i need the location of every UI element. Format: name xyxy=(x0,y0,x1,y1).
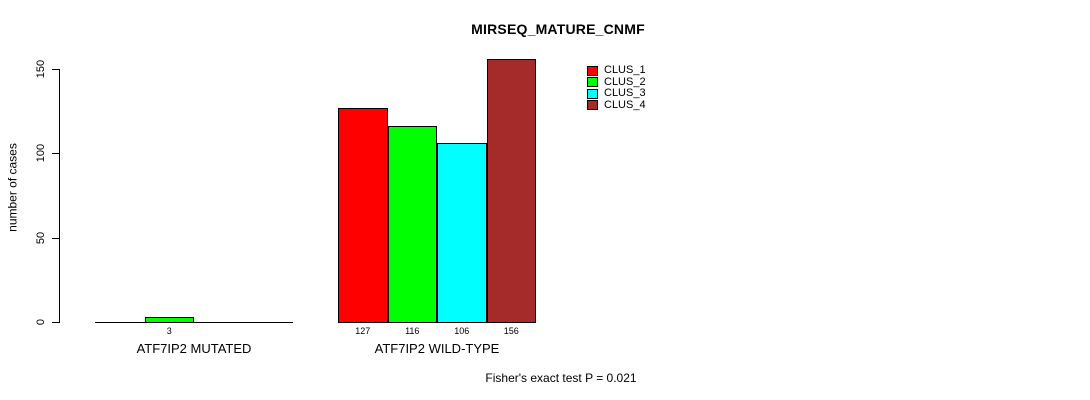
legend-label: CLUS_2 xyxy=(604,75,646,88)
legend-label: CLUS_4 xyxy=(604,98,646,111)
legend-item: CLUS_4 xyxy=(587,98,646,112)
y-axis-tick-label: 50 xyxy=(35,231,47,244)
y-axis-tick xyxy=(52,322,59,323)
y-axis-tick xyxy=(52,153,59,155)
bar-value-label: 156 xyxy=(503,326,519,336)
legend-swatch xyxy=(587,65,598,76)
legend-label: CLUS_1 xyxy=(604,64,646,77)
bar-CLUS_2 xyxy=(144,316,194,323)
legend-item: CLUS_1 xyxy=(587,65,646,77)
y-axis-line xyxy=(59,69,60,323)
group-label: ATF7IP2 MUTATED xyxy=(136,341,252,356)
bar-CLUS_3 xyxy=(437,143,487,323)
stat-test-annotation: Fisher's exact test P = 0.021 xyxy=(485,371,637,385)
bar-value-label: 3 xyxy=(166,326,172,336)
bar-CLUS_1 xyxy=(338,107,388,323)
legend-swatch xyxy=(587,77,598,88)
bar-value-label: 127 xyxy=(355,326,371,336)
chart-title: MIRSEQ_MATURE_CNMF xyxy=(471,21,645,37)
legend-item: CLUS_2 xyxy=(587,75,646,89)
legend-item: CLUS_3 xyxy=(587,88,646,100)
bar-CLUS_4 xyxy=(486,58,536,323)
y-axis-tick-label: 0 xyxy=(35,318,47,326)
x-axis-baseline xyxy=(95,322,293,323)
legend-swatch xyxy=(587,100,598,111)
group-label: ATF7IP2 WILD-TYPE xyxy=(374,341,500,356)
y-axis-title: number of cases xyxy=(5,143,20,232)
y-axis-tick xyxy=(52,237,59,239)
legend-swatch xyxy=(587,88,598,99)
bar-CLUS_2 xyxy=(387,126,437,323)
y-axis-tick-label: 100 xyxy=(35,144,47,163)
y-axis-tick-label: 150 xyxy=(35,59,47,79)
legend: CLUS_1 CLUS_2 CLUS_3 CLUS_4 xyxy=(587,65,646,111)
legend-label: CLUS_3 xyxy=(604,87,646,100)
bar-value-label: 116 xyxy=(405,326,420,336)
y-axis-tick xyxy=(52,69,59,70)
bar-value-label: 106 xyxy=(454,326,470,336)
